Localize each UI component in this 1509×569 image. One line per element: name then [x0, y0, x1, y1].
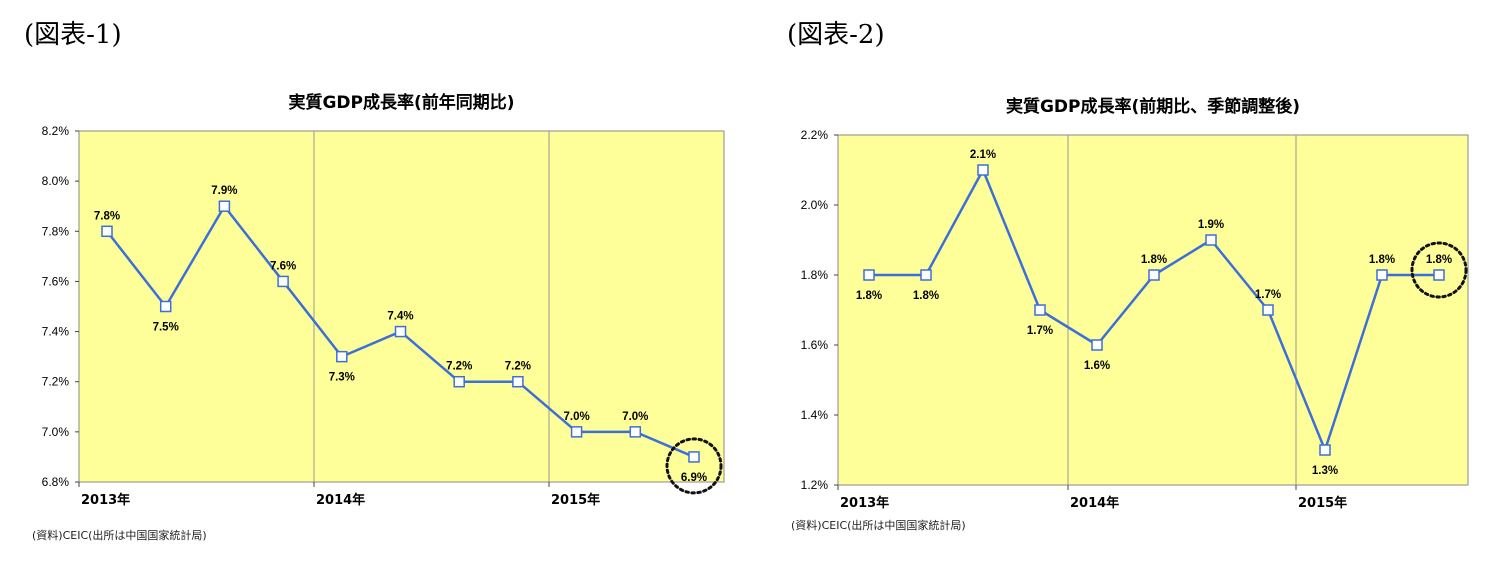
y-tick-label: 8.0% [42, 174, 70, 188]
data-label: 1.7% [1255, 289, 1281, 301]
data-label: 1.8% [856, 290, 882, 302]
y-tick-label: 7.6% [42, 274, 70, 288]
y-tick-label: 7.2% [42, 375, 70, 389]
data-label: 1.9% [1198, 219, 1224, 231]
figure-2-label: (図表-2) [787, 20, 885, 50]
data-label: 7.8% [94, 210, 120, 222]
chart-title: 実質GDP成長率(前年同期比) [288, 92, 514, 113]
data-point [159, 300, 172, 313]
data-label: 7.0% [563, 411, 589, 423]
data-label: 1.8% [1426, 254, 1452, 266]
y-tick-label: 1.4% [801, 408, 829, 422]
data-label: 1.6% [1084, 360, 1110, 372]
y-tick-label: 8.2% [42, 124, 70, 138]
x-tick-label: 2014年 [1070, 495, 1119, 511]
y-tick-label: 1.6% [801, 338, 829, 352]
y-tick-label: 2.2% [801, 128, 829, 142]
y-tick-label: 7.0% [42, 425, 70, 439]
y-tick-label: 7.4% [42, 325, 70, 339]
data-point [920, 269, 932, 281]
data-point [277, 275, 289, 288]
data-point [512, 375, 524, 388]
data-label: 1.8% [1141, 254, 1167, 266]
data-point [863, 269, 875, 281]
data-label: 7.4% [387, 311, 413, 323]
data-point [394, 325, 407, 338]
source-note: (資料)CEIC(出所は中国国家統計局) [32, 528, 207, 542]
data-point [977, 164, 989, 176]
data-label: 7.2% [446, 361, 472, 373]
data-label: 2.1% [970, 149, 996, 161]
data-label: 6.9% [681, 472, 707, 484]
data-label: 1.8% [913, 290, 939, 302]
data-point [101, 225, 113, 238]
data-point [1205, 234, 1217, 246]
chart-title: 実質GDP成長率(前期比、季節調整後) [1006, 96, 1300, 117]
data-label: 7.2% [505, 361, 531, 373]
figure-1-label: (図表-1) [24, 20, 122, 50]
data-point [570, 426, 583, 438]
data-point [1148, 269, 1160, 281]
plot-area [837, 134, 1469, 486]
highlight-circle [665, 437, 723, 495]
data-label: 1.3% [1312, 465, 1338, 477]
source-note: (資料)CEIC(出所は中国国家統計局) [791, 518, 966, 532]
y-tick-label: 6.8% [42, 475, 70, 489]
x-tick-label: 2013年 [81, 492, 130, 508]
y-tick-label: 7.8% [42, 224, 70, 238]
data-point [1433, 269, 1445, 281]
data-label: 7.6% [270, 260, 296, 272]
data-label: 7.0% [622, 411, 648, 423]
data-point [1376, 269, 1388, 281]
x-tick-label: 2015年 [1298, 495, 1347, 511]
x-tick-label: 2015年 [551, 492, 600, 508]
data-point [1319, 444, 1331, 456]
data-point [1034, 304, 1046, 316]
y-tick-label: 1.8% [801, 268, 829, 282]
x-tick-label: 2013年 [840, 495, 889, 511]
data-label: 7.5% [153, 322, 179, 334]
y-tick-label: 1.2% [801, 478, 829, 492]
data-point [218, 200, 231, 212]
data-label: 1.7% [1027, 325, 1053, 337]
data-point [336, 350, 348, 363]
data-point [688, 451, 700, 463]
x-tick-label: 2014年 [316, 492, 365, 508]
plot-area [78, 130, 725, 483]
highlight-circle [1410, 241, 1468, 299]
data-label: 1.8% [1369, 254, 1395, 266]
data-label: 7.3% [329, 372, 355, 384]
data-label: 7.9% [211, 185, 237, 197]
y-tick-label: 2.0% [801, 198, 829, 212]
data-point [453, 375, 465, 388]
data-point [629, 426, 642, 438]
data-point [1262, 304, 1274, 316]
data-point [1091, 339, 1103, 351]
